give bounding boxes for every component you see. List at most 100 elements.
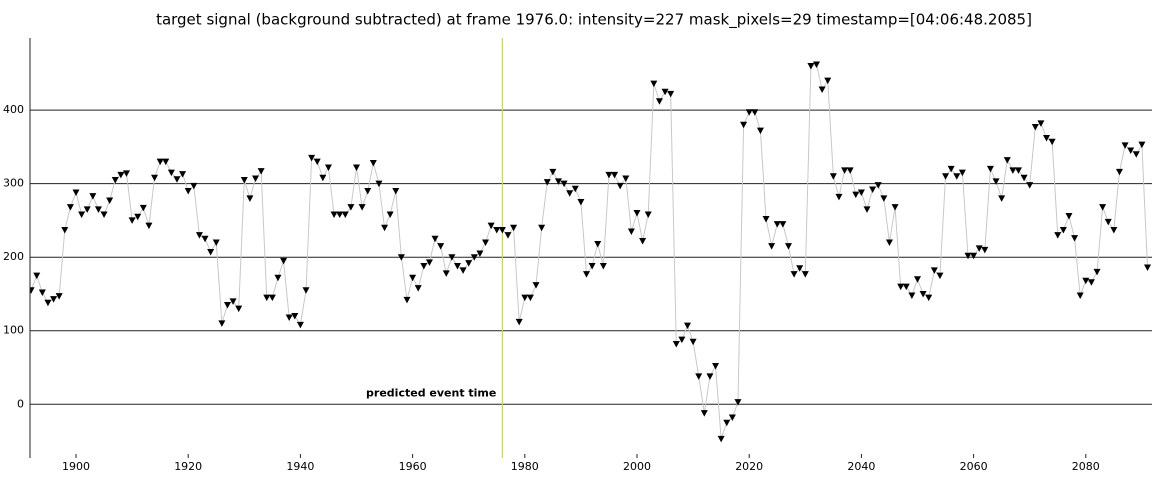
marker	[1104, 218, 1112, 226]
marker	[1031, 124, 1039, 131]
marker	[94, 206, 102, 213]
y-tick-label: 0	[17, 397, 24, 410]
marker	[252, 175, 260, 182]
marker	[139, 204, 147, 212]
marker	[566, 190, 574, 197]
marker	[431, 235, 439, 243]
marker	[964, 252, 972, 260]
marker	[324, 164, 332, 171]
marker	[897, 283, 905, 291]
marker	[1009, 167, 1017, 174]
marker	[908, 292, 916, 299]
marker	[1087, 279, 1095, 286]
marker	[818, 86, 826, 93]
marker	[622, 175, 630, 182]
marker	[83, 206, 91, 213]
marker	[184, 187, 192, 195]
marker	[947, 165, 955, 173]
marker	[122, 170, 130, 177]
marker	[751, 109, 759, 116]
marker	[515, 318, 523, 326]
marker	[263, 294, 271, 302]
marker	[616, 182, 624, 190]
marker	[874, 182, 882, 189]
marker	[179, 171, 187, 178]
x-tick-label: 1980	[511, 460, 539, 473]
marker	[588, 263, 596, 270]
marker	[605, 171, 613, 179]
marker	[336, 211, 344, 219]
marker	[386, 211, 394, 219]
x-tick-label: 1940	[286, 460, 314, 473]
marker	[712, 363, 720, 370]
marker	[835, 193, 843, 201]
y-tick-label: 200	[3, 250, 24, 263]
marker	[470, 254, 478, 261]
marker	[841, 167, 849, 174]
marker	[442, 270, 450, 277]
y-tick-label: 100	[3, 324, 24, 337]
marker	[296, 321, 304, 329]
marker	[465, 260, 473, 267]
marker	[526, 294, 534, 302]
marker	[986, 165, 994, 173]
marker	[1076, 292, 1084, 299]
marker	[89, 193, 97, 200]
marker	[728, 414, 736, 422]
marker	[594, 240, 602, 248]
marker	[1099, 204, 1107, 211]
marker	[1138, 141, 1146, 149]
marker	[992, 178, 1000, 185]
marker	[577, 199, 585, 206]
marker	[661, 88, 669, 96]
marker	[397, 254, 405, 261]
marker	[919, 290, 927, 298]
marker	[829, 173, 837, 180]
marker	[807, 62, 815, 70]
marker	[745, 109, 753, 116]
marker	[30, 287, 35, 294]
x-tick-label: 1960	[399, 460, 427, 473]
marker	[599, 263, 607, 270]
marker	[482, 239, 490, 246]
marker	[824, 77, 832, 85]
marker	[218, 320, 226, 327]
marker	[1127, 147, 1135, 155]
marker	[128, 217, 136, 224]
marker	[195, 232, 203, 239]
marker	[583, 271, 591, 278]
marker	[981, 246, 989, 254]
marker	[229, 298, 237, 305]
marker	[1014, 167, 1022, 174]
marker	[717, 435, 725, 443]
marker	[1110, 226, 1118, 234]
x-tick-label: 2060	[960, 460, 988, 473]
marker	[958, 169, 966, 177]
marker	[801, 271, 809, 278]
x-tick-label: 1900	[62, 460, 90, 473]
x-tick-label: 2000	[623, 460, 651, 473]
marker	[644, 211, 652, 219]
marker	[403, 296, 411, 304]
marker	[1020, 174, 1028, 182]
marker	[72, 189, 80, 196]
marker	[784, 243, 792, 250]
marker	[145, 222, 153, 230]
plot-area	[30, 38, 1152, 458]
marker	[1093, 268, 1101, 276]
marker	[1003, 157, 1011, 164]
x-tick-label: 2040	[847, 460, 875, 473]
marker	[162, 158, 170, 166]
marker	[111, 176, 119, 184]
marker	[554, 178, 562, 185]
marker	[779, 221, 787, 228]
marker	[998, 195, 1006, 202]
marker	[796, 265, 804, 272]
marker	[375, 180, 383, 188]
marker	[61, 226, 69, 234]
marker	[207, 249, 215, 256]
marker	[201, 235, 209, 243]
marker	[521, 294, 529, 302]
marker	[740, 121, 748, 129]
